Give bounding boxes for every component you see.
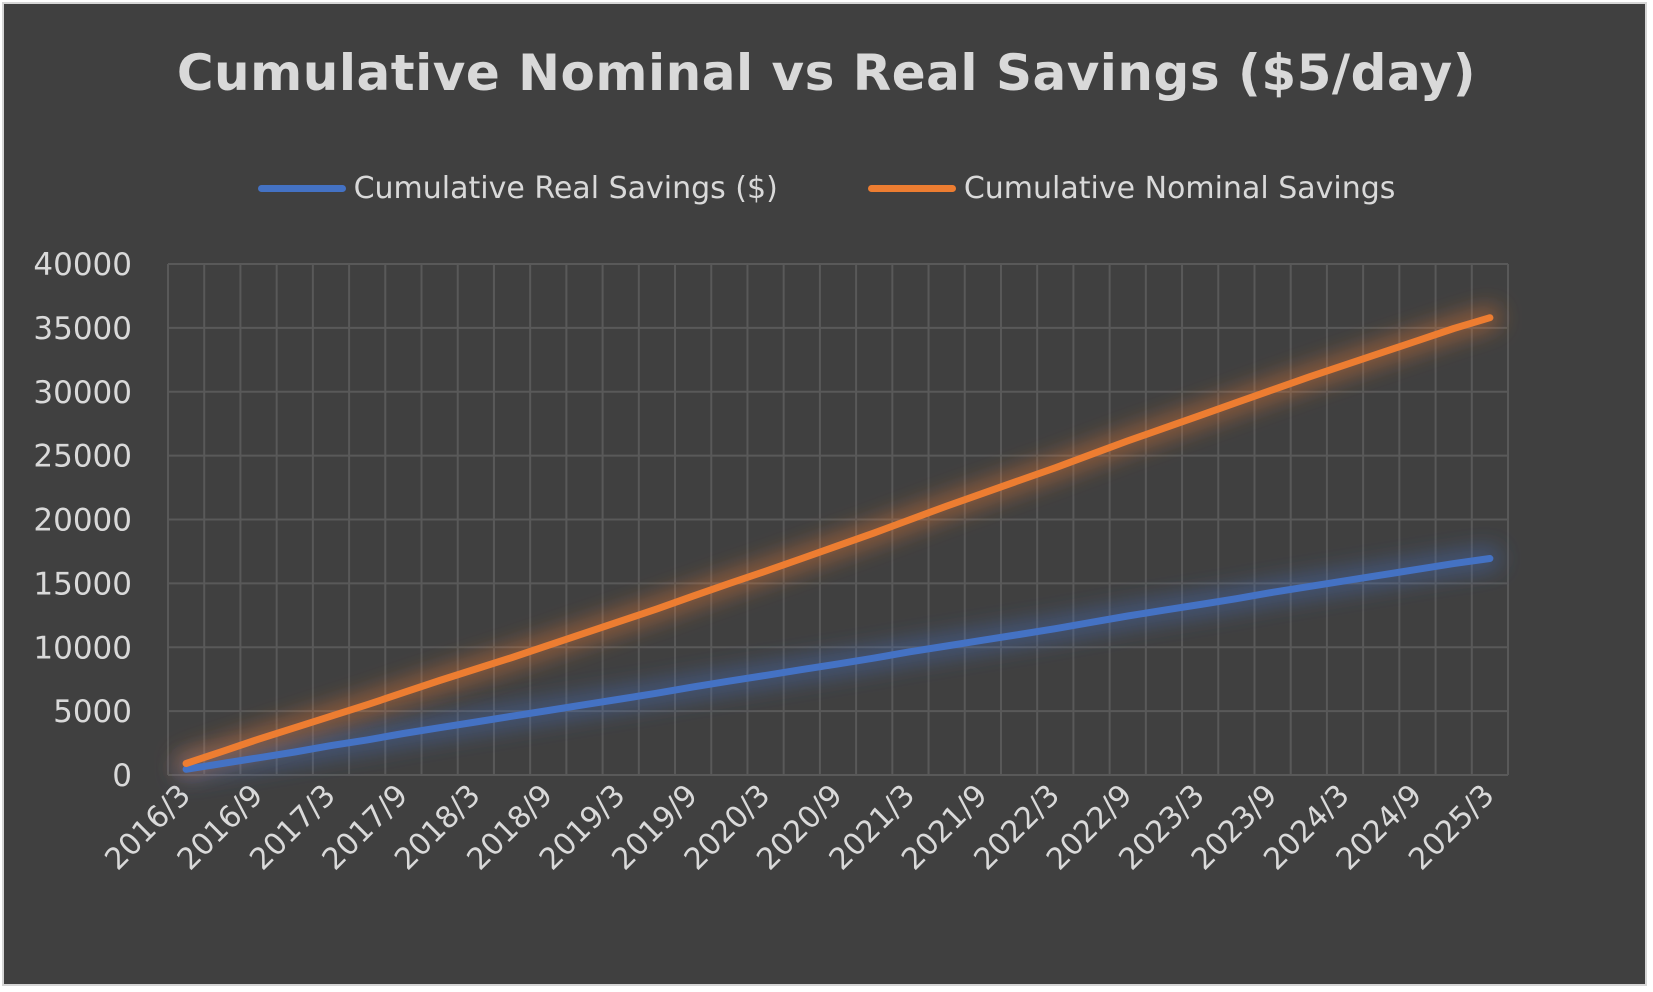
- chart-title: Cumulative Nominal vs Real Savings ($5/d…: [176, 44, 1477, 102]
- y-tick-label: 30000: [33, 375, 132, 411]
- y-tick-label: 10000: [33, 630, 132, 666]
- plot-area: 0 5000 10000 15000 20000 25000 30000 35000 40000…: [33, 247, 1509, 877]
- y-tick-label: 0: [112, 758, 132, 794]
- legend-label-nominal: Cumulative Nominal Savings: [963, 170, 1396, 206]
- series-lines: [175, 306, 1501, 781]
- x-axis-ticks: 2016/32016/92017/32017/92018/32018/92019…: [98, 778, 1501, 877]
- y-tick-label: 20000: [33, 503, 132, 539]
- legend-swatch-real: [257, 184, 346, 192]
- legend-item-nominal: Cumulative Nominal Savings: [867, 170, 1396, 206]
- series-line-1: [182, 314, 1494, 767]
- y-tick-label: 35000: [33, 311, 132, 347]
- y-axis-ticks: 0 5000 10000 15000 20000 25000 30000 35000 40000: [33, 247, 132, 794]
- chart-legend: Cumulative Real Savings ($) Cumulative N…: [4, 166, 1649, 210]
- y-tick-label: 40000: [33, 247, 132, 283]
- y-tick-label: 25000: [33, 439, 132, 475]
- legend-label-real: Cumulative Real Savings ($): [353, 170, 778, 206]
- legend-item-real: Cumulative Real Savings ($): [257, 170, 778, 206]
- series-line-0: [182, 555, 1494, 773]
- y-tick-label: 5000: [53, 694, 132, 730]
- legend-swatch-nominal: [867, 184, 956, 192]
- y-tick-label: 15000: [33, 566, 132, 602]
